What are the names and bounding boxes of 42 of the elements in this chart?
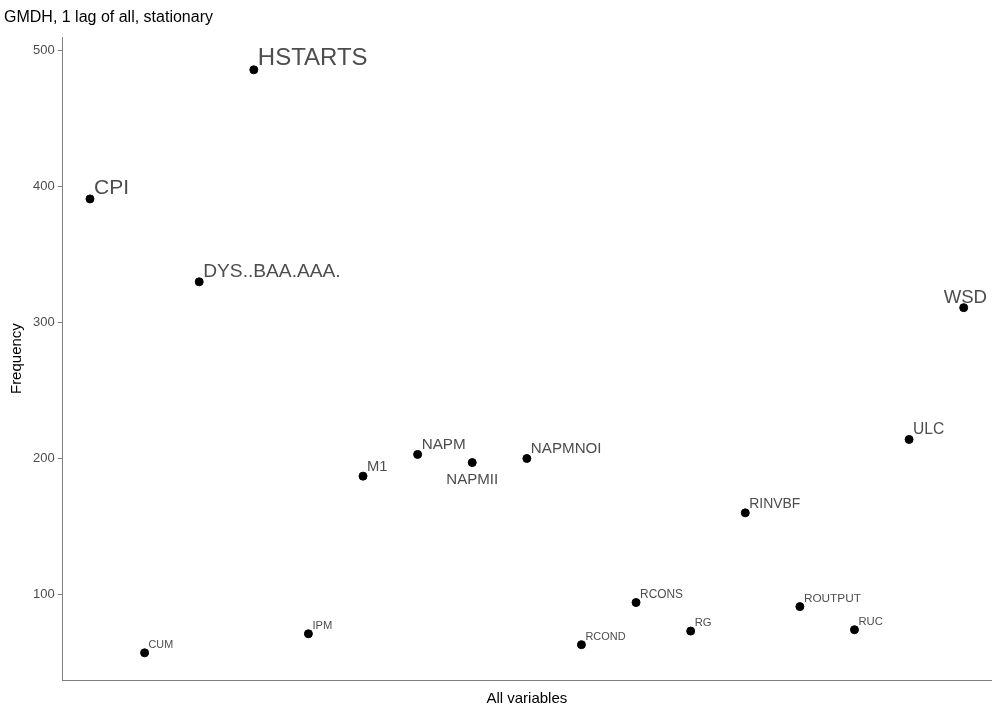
data-label: RCONS	[640, 586, 684, 601]
point	[849, 625, 859, 635]
y-tick-label: 300	[32, 314, 55, 330]
data-label: HSTARTS	[257, 42, 368, 70]
data-label: RCOND	[585, 629, 626, 642]
point	[194, 277, 204, 287]
data-label: NAPMII	[446, 469, 499, 487]
point	[740, 508, 750, 518]
point	[140, 648, 150, 658]
point	[413, 449, 423, 459]
chart-title: GMDH, 1 lag of all, stationary	[4, 8, 213, 26]
data-label: NAPMNOI	[530, 439, 602, 457]
point	[467, 458, 477, 468]
y-axis-title: Frequency	[7, 322, 25, 395]
y-tick-label: 400	[32, 178, 55, 194]
data-label: RG	[694, 616, 712, 629]
data-label: ULC	[913, 420, 945, 438]
data-label: CUM	[148, 637, 174, 650]
data-label: RINVBF	[749, 494, 801, 511]
data-label: WSD	[943, 285, 987, 307]
y-tick-label: 500	[32, 42, 55, 58]
y-tick-label: 100	[32, 585, 55, 601]
data-label: M1	[367, 458, 388, 475]
data-label: NAPM	[421, 435, 466, 453]
data-label: RUC	[858, 614, 883, 627]
data-label: ROUTPUT	[803, 590, 861, 605]
point	[904, 434, 914, 444]
x-axis-title: All variables	[486, 689, 568, 707]
data-label: CPI	[93, 174, 130, 198]
point	[576, 640, 586, 650]
point	[249, 65, 259, 75]
point	[959, 303, 969, 313]
point	[631, 598, 641, 608]
point	[303, 629, 313, 639]
data-label: IPM	[312, 618, 333, 631]
data-label: DYS..BAA.AAA.	[203, 259, 341, 281]
point	[358, 471, 368, 481]
point	[85, 194, 95, 204]
y-tick-label: 200	[32, 450, 55, 466]
point	[795, 602, 805, 612]
point	[686, 626, 696, 636]
point	[522, 453, 532, 463]
